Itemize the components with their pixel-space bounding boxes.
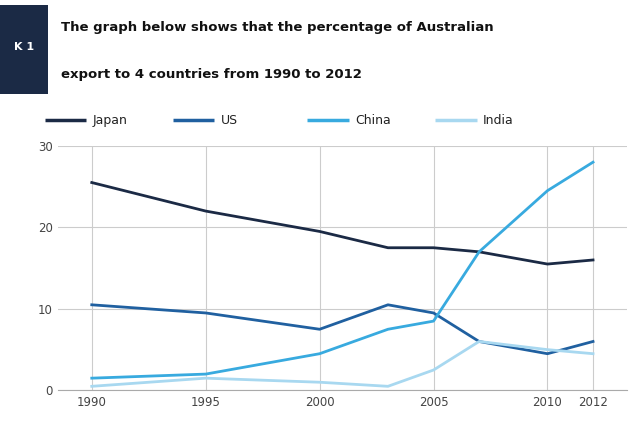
Text: K 1: K 1 [14, 42, 34, 52]
Text: India: India [483, 114, 514, 127]
Text: Japan: Japan [93, 114, 127, 127]
Text: US: US [221, 114, 238, 127]
Bar [0, 5, 48, 94]
Text: export to 4 countries from 1990 to 2012: export to 4 countries from 1990 to 2012 [61, 67, 362, 81]
Text: China: China [355, 114, 391, 127]
Text: The graph below shows that the percentage of Australian: The graph below shows that the percentag… [61, 21, 493, 34]
